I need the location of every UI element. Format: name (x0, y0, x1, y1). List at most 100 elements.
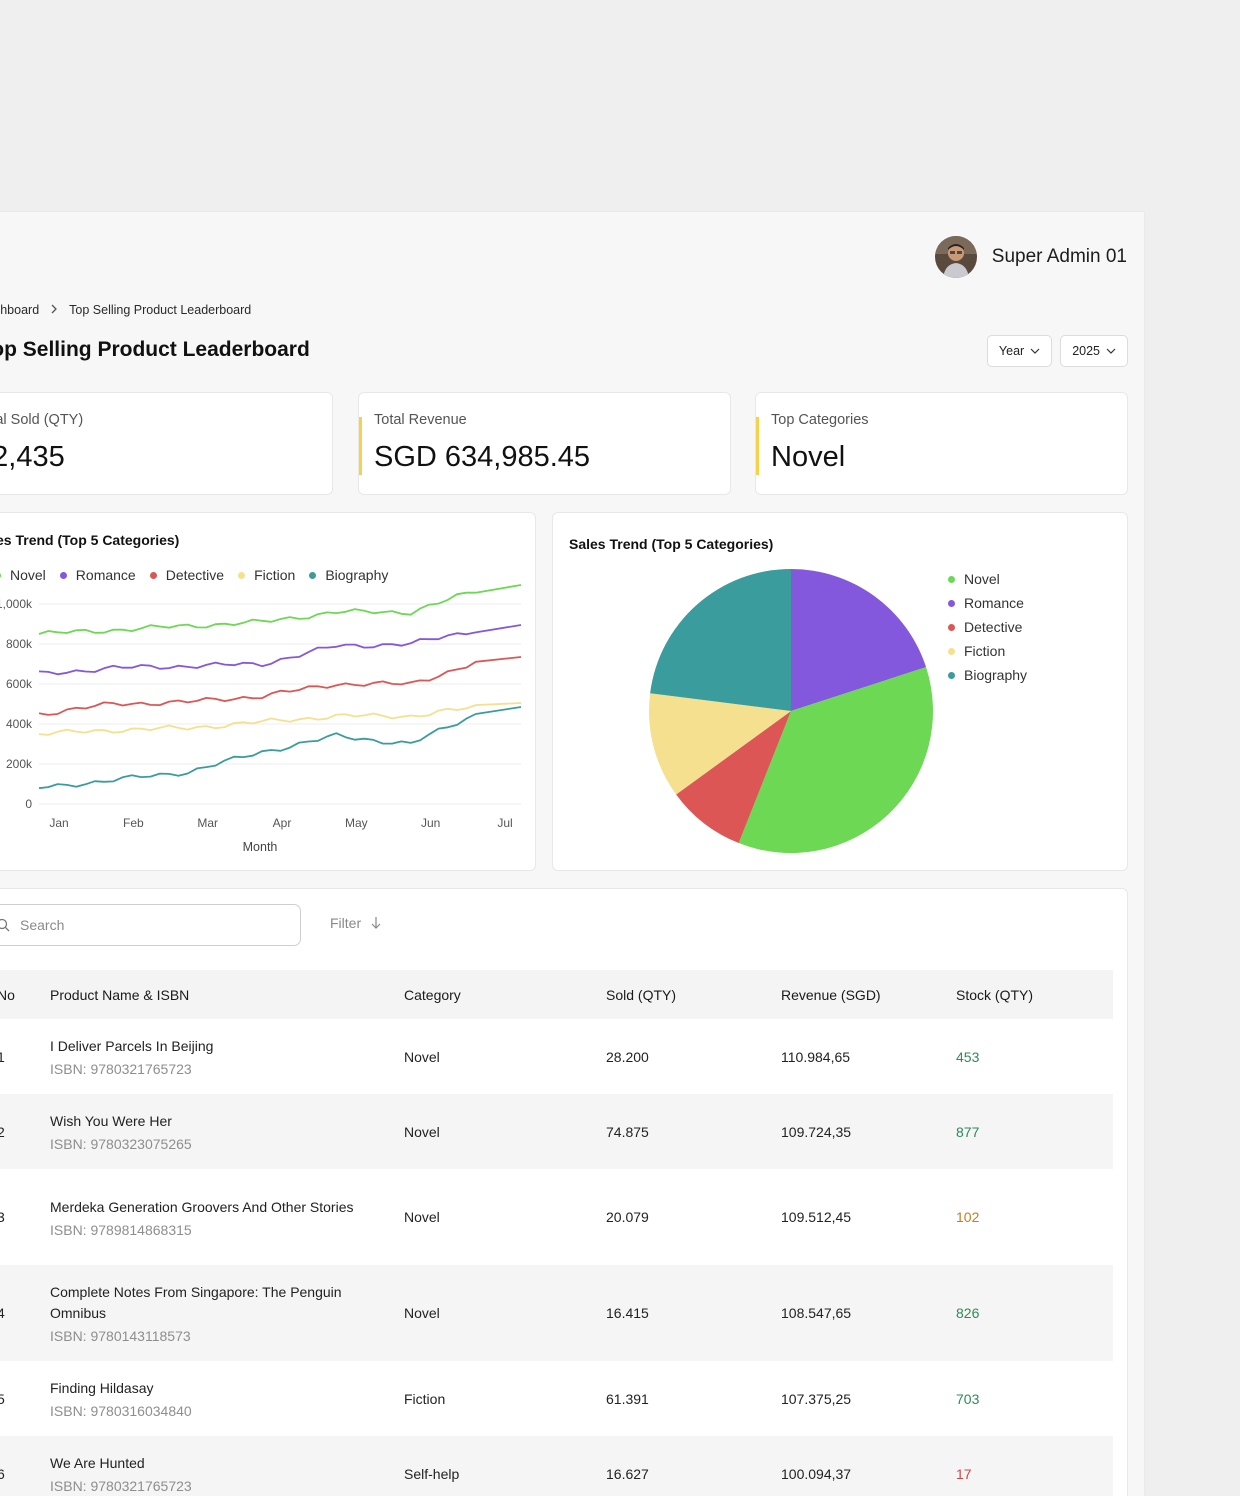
series-line-biography[interactable] (38, 706, 522, 790)
pie-chart (648, 569, 933, 854)
legend-dot (238, 571, 246, 579)
period-filters: Year 2025 (986, 335, 1128, 367)
cell-category: Fiction (404, 1390, 446, 1407)
cell-product: Wish You Were Her ISBN: 9780323075265 (50, 1111, 404, 1152)
cell-stock: 102 (956, 1209, 980, 1225)
user-menu[interactable]: Super Admin 01 (934, 236, 1127, 278)
legend-dot (948, 575, 955, 583)
breadcrumb-parent[interactable]: Dashboard (0, 302, 40, 317)
legend-label: Detective (964, 619, 1023, 635)
period-select[interactable]: Year (986, 335, 1053, 367)
legend-dot (149, 571, 157, 579)
series-line-romance[interactable] (38, 624, 522, 676)
chevron-right-icon (50, 302, 58, 317)
legend-item-novel[interactable]: Novel (948, 570, 1027, 588)
table-row[interactable]: 5 Finding Hildasay ISBN: 9780316034840 F… (0, 1361, 1113, 1436)
legend-label: Detective (165, 567, 225, 583)
legend-item-fiction[interactable]: Fiction (948, 642, 1027, 660)
cell-no: 1 (0, 1049, 50, 1065)
legend-label: Romance (75, 567, 136, 583)
filter-button[interactable]: Filter (330, 915, 382, 931)
legend-item-fiction[interactable]: Fiction (238, 567, 295, 583)
legend-label: Biography (964, 667, 1028, 683)
search-box[interactable] (0, 904, 301, 946)
legend-item-romance[interactable]: Romance (59, 567, 136, 583)
legend-dot (948, 671, 955, 679)
x-tick-label: Apr (273, 816, 292, 830)
cell-no: 4 (0, 1305, 50, 1321)
legend-label: Novel (964, 571, 1000, 587)
header-revenue[interactable]: Revenue (SGD) (781, 986, 881, 1003)
header-no[interactable]: No (0, 986, 15, 1003)
legend-label: Novel (10, 567, 46, 583)
search-input[interactable] (18, 916, 282, 934)
table-row[interactable]: 3 Merdeka Generation Groovers And Other … (0, 1169, 1113, 1265)
leaderboard-table: No Product Name & ISBN Category Sold (QT… (0, 970, 1113, 1496)
pie-slice-fiction[interactable] (648, 693, 791, 795)
stat-value: 12,435 (0, 441, 65, 473)
cell-no: 5 (0, 1391, 50, 1407)
product-isbn: ISBN: 9780143118573 (50, 1328, 191, 1344)
stat-accent-bar (359, 417, 362, 475)
cell-product: We Are Hunted ISBN: 9780321765723 (50, 1453, 404, 1494)
stat-label: Total Revenue (374, 412, 467, 428)
cell-category: Novel (404, 1048, 440, 1065)
main-panel: Super Admin 01 Dashboard Top Selling Pro… (0, 212, 1144, 1496)
header-stock[interactable]: Stock (QTY) (956, 986, 1034, 1003)
stat-card-total-sold: Total Sold (QTY) 12,435 (0, 392, 333, 495)
legend-item-romance[interactable]: Romance (948, 594, 1027, 612)
legend-label: Fiction (254, 567, 296, 583)
cell-sold: 28.200 (606, 1048, 649, 1065)
breadcrumb-current: Top Selling Product Leaderboard (69, 302, 252, 317)
page-title: Top Selling Product Leaderboard (0, 338, 310, 361)
header-category[interactable]: Category (404, 986, 461, 1003)
year-select[interactable]: 2025 (1060, 335, 1128, 367)
pie-chart-title: Sales Trend (Top 5 Categories) (569, 536, 774, 552)
cell-stock: 17 (956, 1465, 972, 1482)
legend-item-detective[interactable]: Detective (149, 567, 225, 583)
stat-card-total-revenue: Total Revenue SGD 634,985.45 (358, 392, 731, 495)
avatar[interactable] (934, 236, 977, 278)
table-row[interactable]: 1 I Deliver Parcels In Beijing ISBN: 978… (0, 1019, 1113, 1094)
stat-label: Total Sold (QTY) (0, 412, 84, 428)
pie-slice-detective[interactable] (676, 711, 791, 844)
x-tick-label: Feb (123, 816, 144, 830)
header-sold[interactable]: Sold (QTY) (606, 986, 677, 1003)
cell-no: 2 (0, 1124, 50, 1140)
table-row[interactable]: 2 Wish You Were Her ISBN: 9780323075265 … (0, 1094, 1113, 1169)
chevron-down-icon (1106, 348, 1116, 354)
product-name: We Are Hunted (50, 1455, 145, 1471)
pie-slice-romance[interactable] (791, 569, 927, 711)
legend-dot (309, 571, 317, 579)
legend-dot (0, 571, 1, 579)
legend-item-detective[interactable]: Detective (948, 618, 1027, 636)
cell-revenue: 109.724,35 (781, 1123, 852, 1140)
search-icon (0, 918, 10, 932)
x-tick-label: Jan (49, 816, 68, 830)
pie-chart-legend: Novel Romance Detective Fiction Biograph… (948, 570, 1027, 690)
cell-stock: 453 (956, 1048, 980, 1065)
y-tick-label: 600k (6, 677, 33, 691)
cell-no: 3 (0, 1209, 50, 1225)
y-tick-label: 800k (6, 637, 33, 651)
table-row[interactable]: 4 Complete Notes From Singapore: The Pen… (0, 1265, 1113, 1361)
stat-value: Novel (771, 441, 846, 473)
y-tick-label: 1,000k (0, 597, 33, 611)
legend-item-biography[interactable]: Biography (948, 666, 1027, 684)
series-line-novel[interactable] (38, 584, 522, 635)
product-name: Finding Hildasay (50, 1380, 154, 1396)
legend-item-biography[interactable]: Biography (309, 567, 388, 583)
header-product-name[interactable]: Product Name & ISBN (50, 986, 190, 1003)
series-line-detective[interactable] (38, 656, 522, 716)
table-row[interactable]: 6 We Are Hunted ISBN: 9780321765723 Self… (0, 1436, 1113, 1496)
legend-item-novel[interactable]: Novel (0, 567, 46, 583)
cell-stock: 826 (956, 1305, 980, 1321)
x-tick-label: Jul (497, 816, 512, 830)
cell-sold: 74.875 (606, 1123, 649, 1140)
series-line-fiction[interactable] (38, 702, 522, 736)
period-select-value: Year (998, 344, 1025, 358)
filter-label: Filter (330, 915, 362, 931)
pie-slice-novel[interactable] (738, 667, 933, 854)
cell-revenue: 108.547,65 (781, 1305, 852, 1321)
pie-slice-biography[interactable] (650, 569, 791, 711)
